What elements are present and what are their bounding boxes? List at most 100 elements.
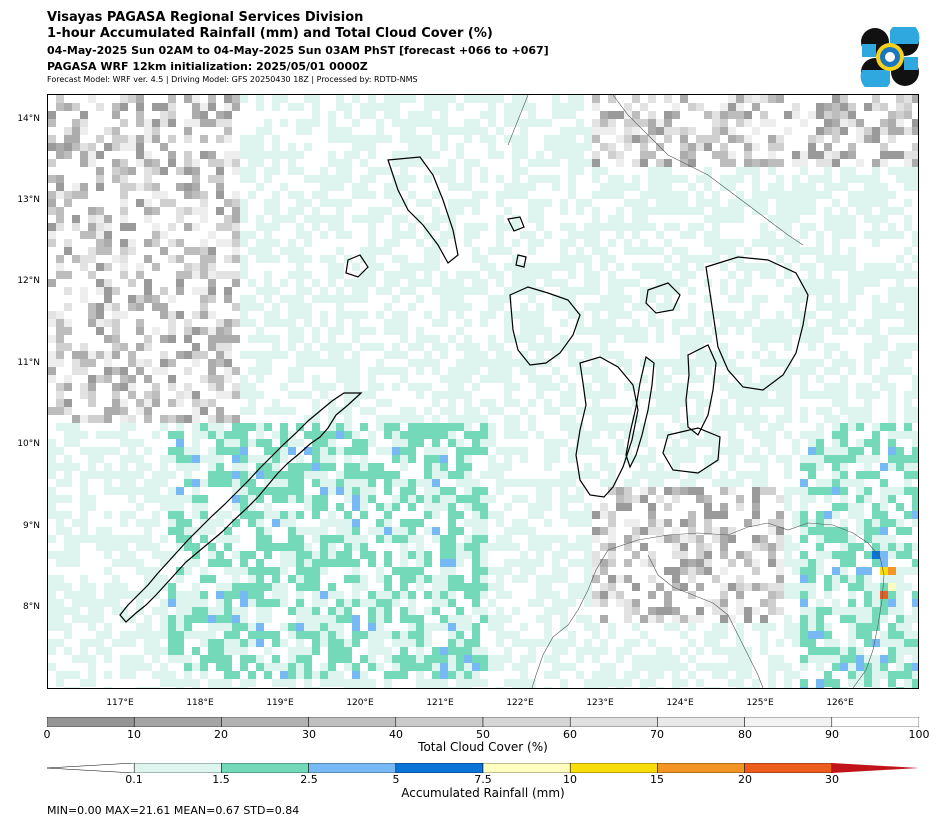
field-cell	[496, 215, 504, 223]
field-cell	[768, 271, 776, 279]
field-cell	[256, 607, 264, 615]
field-cell	[816, 535, 824, 543]
field-cell	[608, 631, 616, 639]
field-cell	[96, 167, 104, 175]
field-cell	[72, 359, 80, 367]
field-cell	[160, 471, 168, 479]
field-cell	[904, 327, 912, 335]
field-cell	[144, 327, 152, 335]
field-cell	[240, 239, 248, 247]
field-cell	[760, 431, 768, 439]
field-cell	[528, 295, 536, 303]
field-cell	[384, 103, 392, 111]
field-cell	[128, 551, 136, 559]
field-cell	[712, 575, 720, 583]
field-cell	[400, 159, 408, 167]
field-cell	[904, 631, 912, 639]
field-cell	[384, 271, 392, 279]
field-cell	[648, 119, 656, 127]
field-cell	[48, 111, 56, 119]
field-cell	[760, 335, 768, 343]
field-cell	[56, 607, 64, 615]
field-cell	[360, 335, 368, 343]
field-cell	[824, 535, 832, 543]
field-cell	[80, 535, 88, 543]
field-cell	[784, 463, 792, 471]
field-cell	[176, 623, 184, 631]
field-cell	[600, 295, 608, 303]
field-cell	[616, 647, 624, 655]
field-cell	[408, 527, 416, 535]
field-cell	[88, 455, 96, 463]
field-cell	[432, 263, 440, 271]
field-cell	[248, 639, 256, 647]
field-cell	[600, 423, 608, 431]
field-cell	[384, 519, 392, 527]
field-cell	[328, 199, 336, 207]
field-cell	[256, 543, 264, 551]
field-cell	[536, 271, 544, 279]
field-cell	[904, 543, 912, 551]
field-cell	[856, 439, 864, 447]
field-cell	[264, 407, 272, 415]
field-cell	[864, 575, 872, 583]
field-cell	[336, 591, 344, 599]
field-cell	[840, 511, 848, 519]
field-cell	[896, 151, 904, 159]
field-cell	[248, 367, 256, 375]
field-cell	[768, 591, 776, 599]
field-cell	[120, 399, 128, 407]
field-cell	[312, 535, 320, 543]
field-cell	[80, 159, 88, 167]
field-cell	[784, 583, 792, 591]
field-cell	[208, 423, 216, 431]
field-cell	[184, 159, 192, 167]
field-cell	[80, 487, 88, 495]
field-cell	[472, 439, 480, 447]
field-cell	[800, 207, 808, 215]
field-cell	[272, 519, 280, 527]
field-cell	[792, 103, 800, 111]
field-cell	[176, 543, 184, 551]
field-cell	[912, 95, 918, 103]
field-cell	[872, 535, 880, 543]
field-cell	[192, 423, 200, 431]
field-cell	[104, 591, 112, 599]
field-cell	[280, 455, 288, 463]
field-cell	[256, 391, 264, 399]
field-cell	[64, 623, 72, 631]
field-cell	[856, 391, 864, 399]
field-cell	[896, 119, 904, 127]
field-cell	[896, 575, 904, 583]
field-cell	[344, 375, 352, 383]
field-cell	[320, 287, 328, 295]
field-cell	[392, 95, 400, 103]
field-cell	[368, 367, 376, 375]
field-cell	[136, 591, 144, 599]
field-cell	[344, 527, 352, 535]
field-cell	[848, 151, 856, 159]
field-cell	[256, 575, 264, 583]
field-cell	[368, 263, 376, 271]
field-cell	[192, 383, 200, 391]
field-cell	[888, 207, 896, 215]
field-cell	[840, 111, 848, 119]
field-cell	[144, 575, 152, 583]
field-cell	[584, 423, 592, 431]
field-cell	[536, 639, 544, 647]
field-cell	[360, 327, 368, 335]
field-cell	[832, 567, 840, 575]
field-cell	[472, 639, 480, 647]
field-cell	[520, 103, 528, 111]
field-cell	[560, 367, 568, 375]
field-cell	[872, 559, 880, 567]
field-cell	[280, 519, 288, 527]
field-cell	[424, 231, 432, 239]
field-cell	[800, 495, 808, 503]
field-cell	[216, 583, 224, 591]
field-cell	[208, 383, 216, 391]
field-cell	[152, 295, 160, 303]
field-cell	[608, 463, 616, 471]
field-cell	[512, 287, 520, 295]
field-cell	[784, 535, 792, 543]
